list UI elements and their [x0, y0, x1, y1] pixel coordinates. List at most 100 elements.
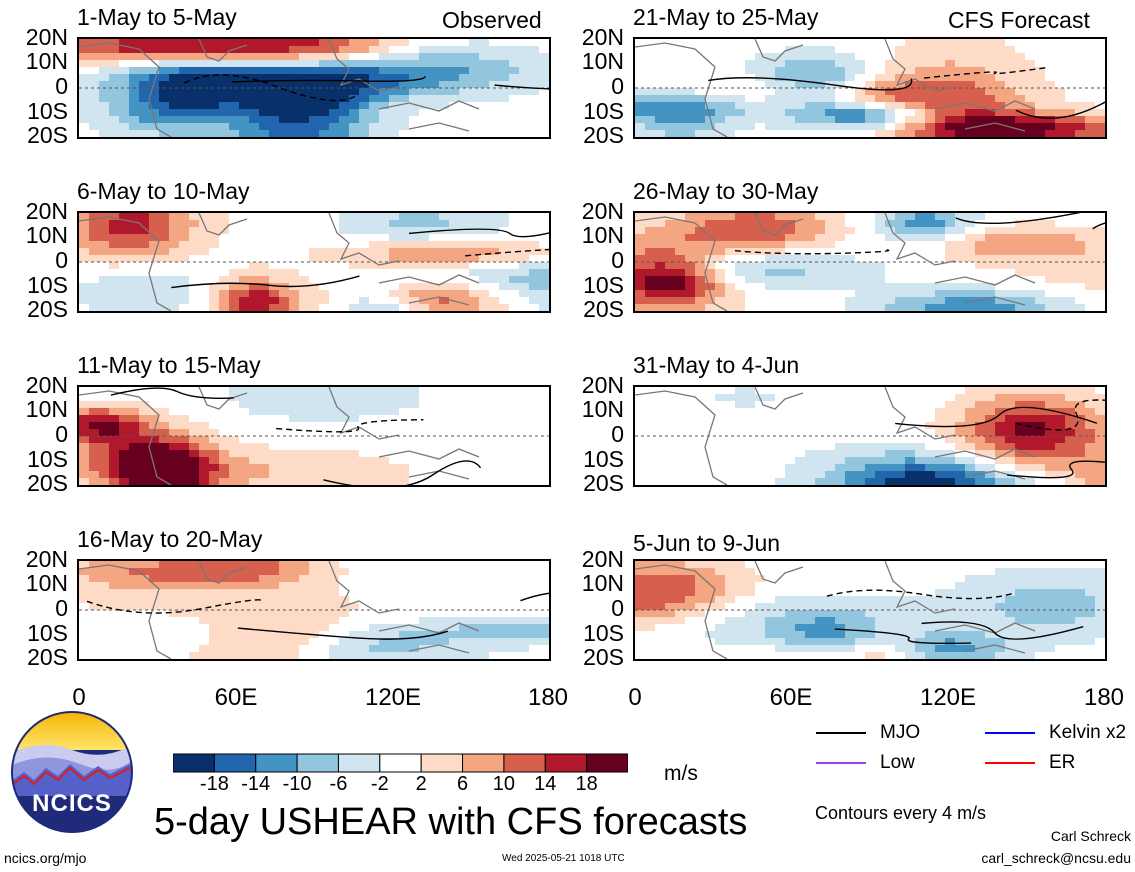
logo-text: NCICS [32, 790, 112, 817]
map-panel-may6-may10 [77, 211, 551, 313]
shear-map [79, 387, 549, 485]
shear-map [635, 39, 1105, 137]
kelvin-line-icon [985, 732, 1035, 734]
lat-label: 10S [583, 446, 624, 472]
lat-label: 10S [583, 98, 624, 124]
footer-url: ncics.org/mjo [4, 850, 87, 866]
legend-low: Low [816, 752, 915, 774]
lat-label: 10N [581, 48, 624, 74]
panel-title: 11-May to 15-May [77, 352, 261, 378]
colorbar-swatch [255, 753, 298, 773]
lat-label: 20N [25, 24, 68, 50]
lat-label: 10N [25, 396, 68, 422]
lat-label: 20N [581, 372, 624, 398]
lat-label: 10S [27, 620, 68, 646]
lat-label: 10N [25, 222, 68, 248]
legend-mjo: MJO [816, 722, 920, 744]
shear-map [79, 39, 549, 137]
shear-map [635, 387, 1105, 485]
shear-map [635, 561, 1105, 659]
lat-label: 0 [611, 247, 624, 273]
lon-label: 60E [769, 684, 813, 711]
lat-label: 0 [611, 73, 624, 99]
panel-title: 31-May to 4-Jun [633, 352, 800, 378]
lat-label: 10S [583, 620, 624, 646]
lat-label: 10N [581, 222, 624, 248]
map-panel-may21-may25 [633, 37, 1107, 139]
colorbar-label: -14 [241, 773, 271, 795]
colorbar-swatch [586, 753, 629, 773]
panel-title: 1-May to 5-May [77, 4, 237, 30]
lon-label: 180 [527, 684, 569, 711]
lat-label: 20S [27, 122, 68, 148]
lat-label: 10N [581, 396, 624, 422]
panel-title: 26-May to 30-May [633, 178, 819, 204]
lon-label: 120E [919, 684, 977, 711]
mjo-line-icon [816, 732, 866, 734]
map-panel-may26-may30 [633, 211, 1107, 313]
low-line-icon [816, 762, 866, 764]
legend-er: ER [985, 752, 1075, 774]
map-panel-jun5-jun9 [633, 559, 1107, 661]
lat-label: 20S [583, 644, 624, 670]
lat-label: 20S [583, 470, 624, 496]
forecast-label: CFS Forecast [948, 7, 1090, 33]
contour-note: Contours every 4 m/s [815, 803, 987, 823]
colorbar-label: 10 [492, 773, 516, 795]
lon-label: 0 [72, 684, 86, 711]
lat-label: 20S [583, 296, 624, 322]
map-panel-may11-may15 [77, 385, 551, 487]
map-panel-may31-jun4 [633, 385, 1107, 487]
colorbar-swatch [420, 753, 464, 773]
panel-title: 6-May to 10-May [77, 178, 250, 204]
shear-map [79, 213, 549, 311]
lat-label: 10N [25, 570, 68, 596]
lat-label: 20N [25, 372, 68, 398]
lat-label: 10N [581, 570, 624, 596]
lat-label: 20N [581, 24, 624, 50]
lat-label: 20N [581, 198, 624, 224]
footer-email: carl_schreck@ncsu.edu [981, 850, 1131, 866]
colorbar-swatch [503, 753, 546, 773]
lat-label: 10S [27, 446, 68, 472]
colorbar-swatch [172, 753, 215, 773]
colorbar-label: -18 [199, 773, 229, 795]
map-panel-may1-may5 [77, 37, 551, 139]
colorbar-swatch [337, 753, 381, 773]
panel-title: 5-Jun to 9-Jun [633, 530, 781, 556]
colorbar-label: -10 [282, 773, 312, 795]
colorbar-swatch [213, 753, 257, 773]
colorbar-label: -2 [370, 773, 389, 795]
colorbar-label: 14 [534, 773, 557, 795]
colorbar-unit: m/s [664, 762, 698, 785]
lat-label: 20S [27, 470, 68, 496]
lat-label: 10S [583, 272, 624, 298]
colorbar-label: 2 [415, 773, 427, 795]
lat-label: 10S [27, 98, 68, 124]
panel-title: 16-May to 20-May [77, 526, 263, 552]
legend-kelvin: Kelvin x2 [985, 722, 1126, 744]
colorbar-swatch [462, 753, 505, 773]
colorbar-swatch [296, 753, 339, 773]
lat-label: 20S [583, 122, 624, 148]
footer-author: Carl Schreck [1050, 828, 1131, 844]
lon-label: 180 [1083, 684, 1125, 711]
colorbar-label: 6 [456, 773, 469, 795]
lat-label: 0 [611, 421, 624, 447]
shear-map [79, 561, 549, 659]
lon-label: 60E [214, 684, 258, 711]
er-line-icon [985, 762, 1035, 764]
lat-label: 0 [55, 247, 68, 273]
lat-label: 20N [25, 546, 68, 572]
lat-label: 10N [25, 48, 68, 74]
lat-label: 20S [27, 644, 68, 670]
lon-label: 120E [364, 684, 422, 711]
lat-label: 0 [55, 73, 68, 99]
lat-label: 10S [27, 272, 68, 298]
lat-label: 0 [611, 595, 624, 621]
main-title: 5-day USHEAR with CFS forecasts [154, 801, 748, 843]
map-panel-may16-may20 [77, 559, 551, 661]
footer-timestamp: Wed 2025-05-21 1018 UTC [502, 853, 625, 864]
colorbar [172, 753, 629, 778]
observed-label: Observed [442, 7, 542, 33]
